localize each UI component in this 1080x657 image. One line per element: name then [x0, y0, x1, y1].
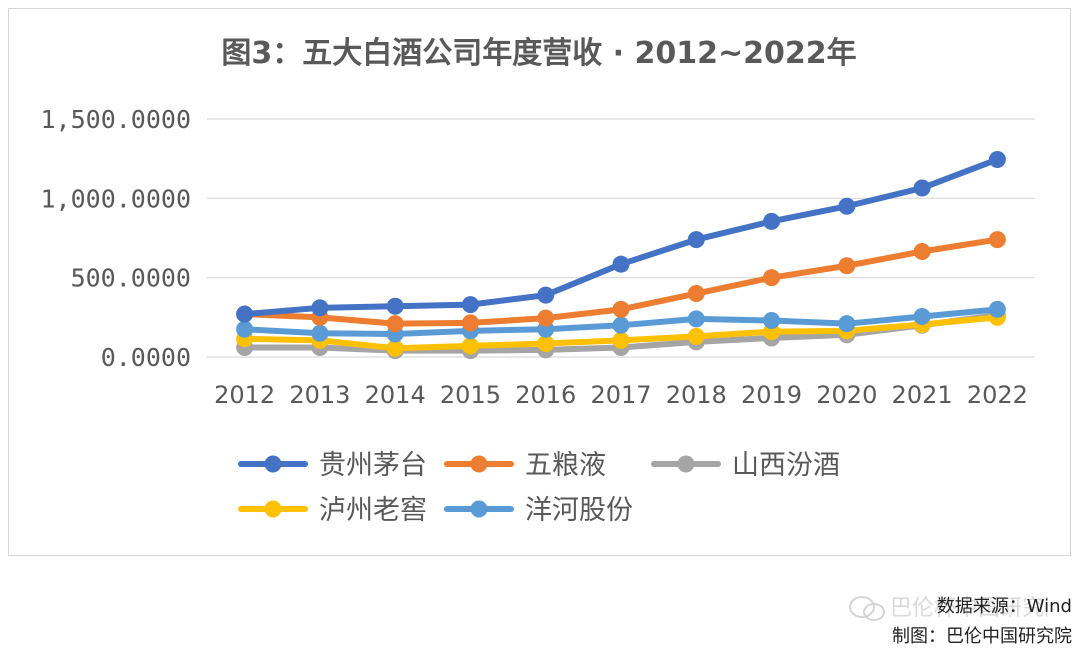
- data-point: [612, 255, 630, 273]
- y-tick-label: 500.0000: [71, 264, 191, 293]
- data-point: [236, 305, 254, 323]
- x-tick-label: 2013: [289, 381, 350, 409]
- data-point: [537, 335, 555, 353]
- line-chart: 图3：五大白酒公司年度营收 · 2012~2022年 0.0000 500.000…: [40, 36, 1035, 526]
- data-point: [612, 300, 630, 318]
- legend-item: 洋河股份: [444, 495, 633, 526]
- legend-swatch-marker: [264, 500, 282, 518]
- data-point: [461, 337, 479, 355]
- data-point: [386, 339, 404, 357]
- x-tick-label: 2017: [590, 381, 651, 409]
- legend-label: 泸州老窖: [319, 495, 427, 526]
- data-point: [988, 150, 1006, 168]
- wechat-icon: [849, 596, 885, 621]
- series-line: [241, 156, 1001, 318]
- data-point: [537, 286, 555, 304]
- legend-item: 五粮液: [444, 450, 606, 481]
- credit-note: 制图：巴伦中国研究院: [892, 626, 1072, 647]
- data-point: [913, 308, 931, 326]
- data-point: [913, 179, 931, 197]
- x-tick-label: 2018: [666, 381, 727, 409]
- data-point: [612, 331, 630, 349]
- y-tick-label: 1,500.0000: [40, 105, 191, 134]
- data-point: [988, 231, 1006, 249]
- x-tick-label: 2019: [741, 381, 802, 409]
- legend-swatch-marker: [470, 500, 488, 518]
- series-1: [236, 150, 1006, 323]
- legend-swatch-marker: [264, 455, 282, 473]
- data-point: [763, 212, 781, 230]
- y-axis-ticks: 0.0000 500.0000 1,000.0000 1,500.0000: [40, 105, 191, 372]
- y-tick-label: 1,000.0000: [40, 184, 191, 213]
- watermark-logo: 巴伦杯中国研究院: [849, 596, 1048, 621]
- data-point: [311, 299, 329, 317]
- x-tick-label: 2015: [440, 381, 501, 409]
- y-tick-label: 0.0000: [101, 343, 191, 372]
- series-layer: [236, 150, 1006, 360]
- x-tick-label: 2016: [515, 381, 576, 409]
- chart-frame: 图3：五大白酒公司年度营收 · 2012~2022年 0.0000 500.000…: [8, 8, 1071, 556]
- series-5: [236, 300, 1006, 343]
- data-point: [763, 269, 781, 287]
- data-point: [461, 296, 479, 314]
- data-point: [537, 309, 555, 327]
- legend-swatch-marker: [470, 455, 488, 473]
- data-point: [687, 231, 705, 249]
- x-axis-ticks: 2012 2013 2014 2015 2016 2017 2018 2019 2020 2021…: [214, 381, 1028, 409]
- data-point: [763, 312, 781, 330]
- data-point: [838, 197, 856, 215]
- data-point: [311, 324, 329, 342]
- data-point: [386, 297, 404, 315]
- data-point: [913, 242, 931, 260]
- legend-label: 五粮液: [525, 450, 606, 481]
- x-tick-label: 2012: [214, 381, 275, 409]
- data-point: [838, 315, 856, 333]
- legend-item: 贵州茅台: [238, 450, 427, 481]
- legend-label: 贵州茅台: [319, 450, 427, 481]
- data-point: [386, 315, 404, 333]
- data-point: [687, 285, 705, 303]
- x-tick-label: 2014: [365, 381, 426, 409]
- data-point: [612, 316, 630, 334]
- x-tick-label: 2022: [967, 381, 1028, 409]
- legend-item: 泸州老窖: [238, 495, 427, 526]
- data-point: [988, 300, 1006, 318]
- gridlines: [207, 118, 1035, 358]
- watermark-text: 巴伦杯中国研究院: [890, 596, 1048, 621]
- x-tick-label: 2021: [892, 381, 953, 409]
- legend-label: 山西汾酒: [732, 450, 840, 481]
- data-point: [236, 320, 254, 338]
- data-point: [461, 314, 479, 332]
- legend-swatch-marker: [677, 455, 695, 473]
- legend-item: 山西汾酒: [651, 450, 840, 481]
- source-note: 数据来源：Wind: [936, 596, 1072, 617]
- data-point: [687, 310, 705, 328]
- legend-label: 洋河股份: [525, 495, 633, 526]
- data-point: [687, 327, 705, 345]
- x-tick-label: 2020: [816, 381, 877, 409]
- data-point: [838, 257, 856, 275]
- chart-title: 图3：五大白酒公司年度营收 · 2012~2022年: [221, 36, 856, 71]
